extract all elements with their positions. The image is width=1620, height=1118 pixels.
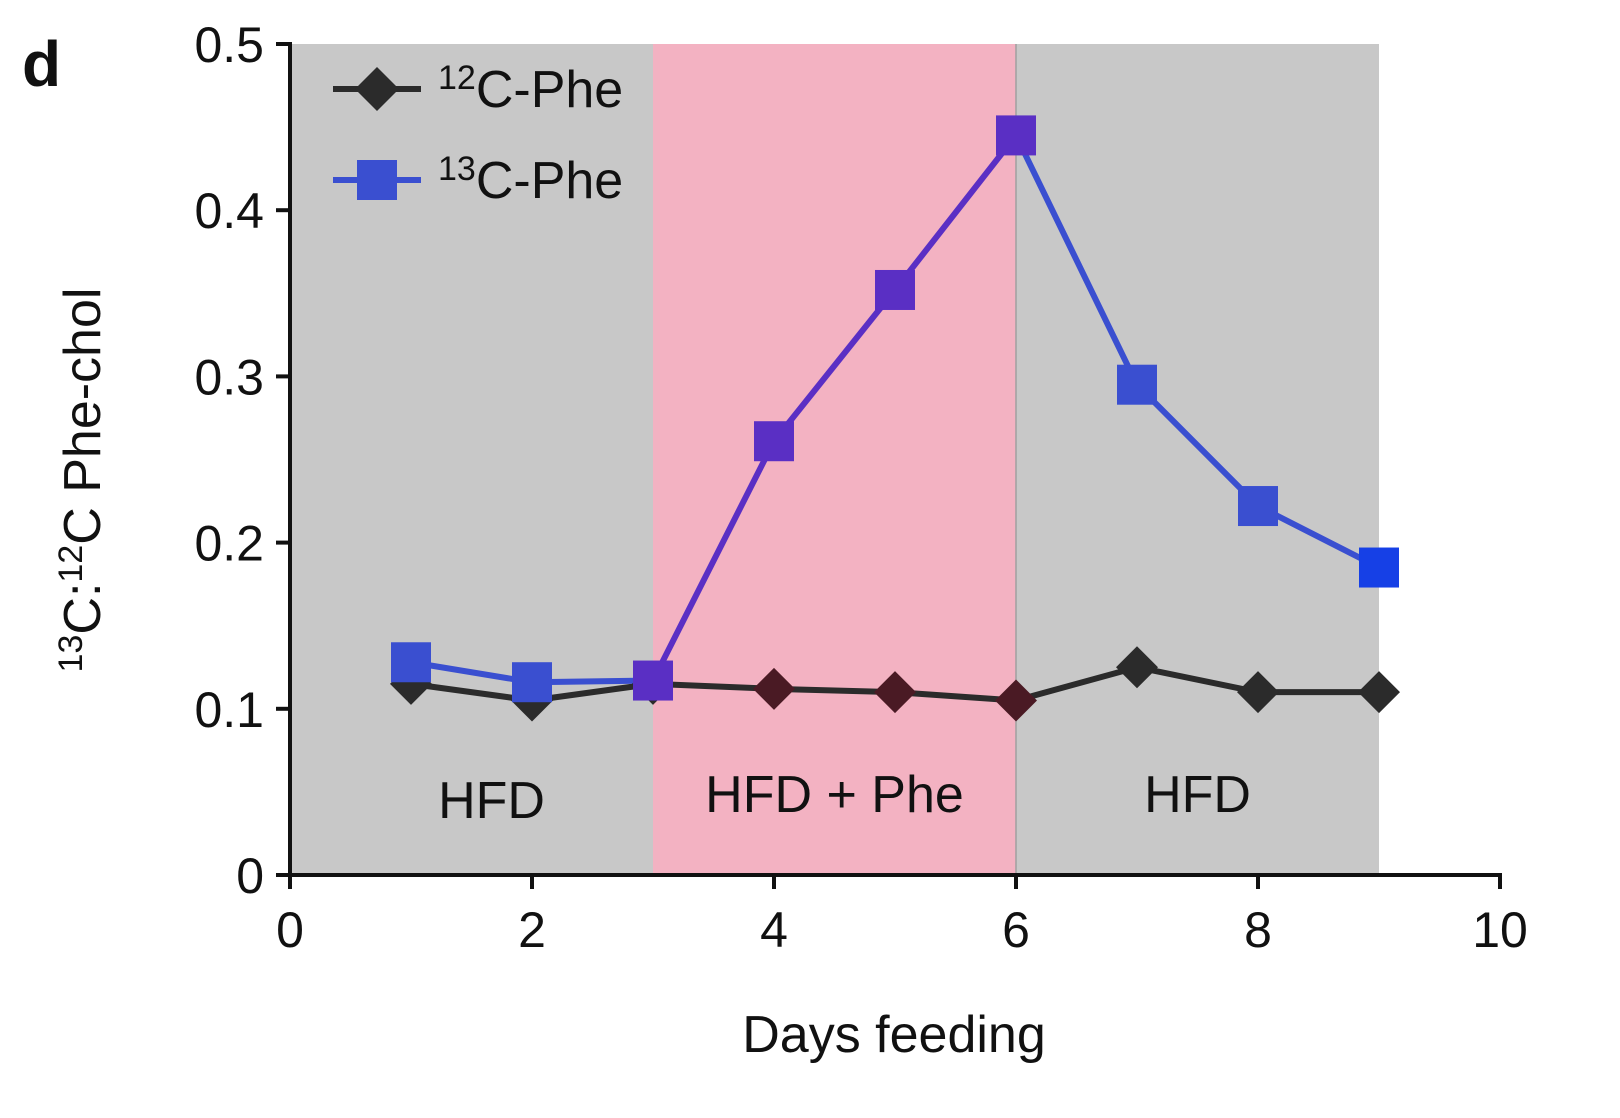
series-segment-13c-phe-5 xyxy=(1013,132,1140,388)
background-regions xyxy=(290,44,1379,875)
legend-label-text-1: C-Phe xyxy=(476,152,623,210)
point-13c-phe-3 xyxy=(754,421,794,462)
point-13c-phe-7 xyxy=(1238,486,1278,527)
x-tick-label-3: 6 xyxy=(1002,902,1030,958)
x-tick-label-1: 2 xyxy=(518,902,546,958)
x-tick-label-4: 8 xyxy=(1244,902,1272,958)
point-13c-phe-1 xyxy=(512,662,552,703)
series-segment-13c-phe-6 xyxy=(1134,381,1261,510)
y-tick-label-0: 0 xyxy=(236,848,264,904)
region-label-1: HFD + Phe xyxy=(705,766,964,824)
point-12c-phe-5 xyxy=(995,679,1037,722)
panel-label: d xyxy=(22,28,61,100)
point-12c-phe-6 xyxy=(1116,646,1158,689)
axes xyxy=(288,42,1502,877)
legend-label-0: 12C-Phe xyxy=(438,59,623,119)
x-tick-label-0: 0 xyxy=(276,902,304,958)
point-12c-phe-8 xyxy=(1358,671,1400,714)
x-axis-title: Days feeding xyxy=(742,1006,1046,1064)
point-12c-phe-7 xyxy=(1237,671,1279,714)
y-axis-title-mid: C: xyxy=(54,583,112,635)
legend-marker-0 xyxy=(355,67,399,111)
region-band-1 xyxy=(653,44,1016,875)
x-tick-label-2: 4 xyxy=(760,902,788,958)
series-segment-13c-phe-0 xyxy=(408,659,535,686)
point-13c-phe-4 xyxy=(875,269,915,310)
point-13c-phe-8 xyxy=(1359,547,1399,588)
legend-label-text-0: C-Phe xyxy=(476,61,623,119)
series-markers xyxy=(390,115,1400,722)
y-tick-label-4: 0.4 xyxy=(194,183,264,239)
point-12c-phe-3 xyxy=(753,667,795,710)
region-band-2 xyxy=(1016,44,1379,875)
tick-marks: 0 2 4 6 8 10 0 0.1 0.2 0.3 0.4 0.5 xyxy=(194,17,1527,958)
point-13c-phe-2 xyxy=(633,660,673,701)
y-tick-label-2: 0.2 xyxy=(194,516,264,572)
y-axis-title: 13C:12C Phe-chol xyxy=(52,288,112,673)
y-axis-title-sup1: 13 xyxy=(52,635,90,673)
series-segment-13c-phe-4 xyxy=(892,132,1019,293)
point-12c-phe-4 xyxy=(874,671,916,714)
legend-marker-1 xyxy=(357,160,397,200)
region-label-0: HFD xyxy=(438,772,545,830)
y-tick-label-5: 0.5 xyxy=(194,17,264,73)
point-13c-phe-6 xyxy=(1117,364,1157,405)
y-axis-title-sup2: 12 xyxy=(52,545,90,583)
legend-label-sup-0: 12 xyxy=(438,59,476,97)
y-axis-title-end: C Phe-chol xyxy=(54,288,112,545)
series-segment-13c-phe-3 xyxy=(771,286,898,445)
y-tick-label-1: 0.1 xyxy=(194,682,264,738)
legend-label-sup-1: 13 xyxy=(438,150,476,188)
region-label-2: HFD xyxy=(1144,766,1251,824)
series-segment-13c-phe-7 xyxy=(1255,503,1382,571)
point-13c-phe-0 xyxy=(391,642,431,683)
legend-label-1: 13C-Phe xyxy=(438,150,623,210)
region-labels: HFD HFD + Phe HFD xyxy=(438,766,1251,830)
point-13c-phe-5 xyxy=(996,115,1036,156)
y-tick-label-3: 0.3 xyxy=(194,349,264,405)
series-segment-13c-phe-1 xyxy=(529,677,656,686)
series-segment-13c-phe-2 xyxy=(650,438,777,684)
x-tick-label-5: 10 xyxy=(1472,902,1528,958)
